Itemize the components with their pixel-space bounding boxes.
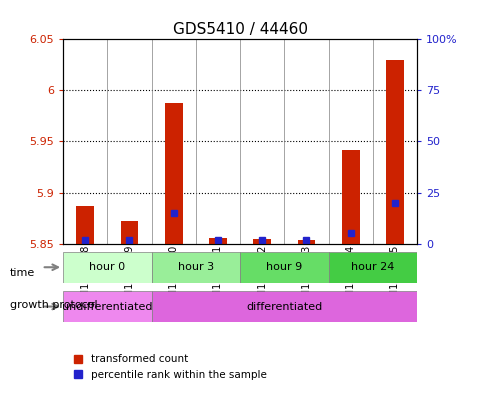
Text: hour 24: hour 24 (350, 262, 393, 272)
FancyBboxPatch shape (63, 252, 151, 283)
Text: differentiated: differentiated (246, 301, 322, 312)
Bar (165, 103, 182, 244)
Bar (121, 221, 138, 244)
Bar (253, 239, 271, 244)
Legend: transformed count, percentile rank within the sample: transformed count, percentile rank withi… (68, 350, 271, 384)
FancyBboxPatch shape (240, 252, 328, 283)
Bar (341, 150, 359, 244)
Text: time: time (10, 268, 35, 278)
Bar (385, 60, 403, 244)
Text: hour 9: hour 9 (266, 262, 302, 272)
Bar (76, 206, 94, 244)
FancyBboxPatch shape (151, 291, 416, 322)
FancyBboxPatch shape (328, 252, 416, 283)
FancyBboxPatch shape (151, 252, 240, 283)
Title: GDS5410 / 44460: GDS5410 / 44460 (172, 22, 307, 37)
Text: growth protocol: growth protocol (10, 299, 97, 310)
Bar (209, 237, 227, 244)
Text: hour 0: hour 0 (89, 262, 125, 272)
Text: undifferentiated: undifferentiated (62, 301, 152, 312)
Bar (297, 240, 315, 244)
Text: hour 3: hour 3 (178, 262, 213, 272)
FancyBboxPatch shape (63, 291, 151, 322)
